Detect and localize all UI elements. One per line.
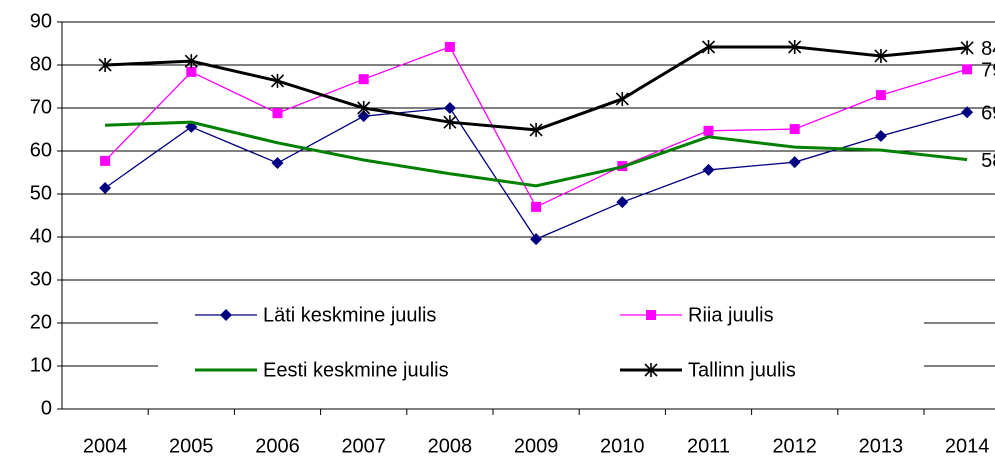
marker	[646, 310, 656, 320]
marker	[960, 40, 974, 55]
marker	[443, 102, 456, 114]
marker	[99, 181, 112, 194]
legend-label: Tallinn juulis	[688, 359, 796, 381]
x-tick-label: 2009	[514, 435, 559, 457]
legend-label: Läti keskmine juulis	[263, 304, 436, 326]
marker	[444, 41, 455, 52]
marker	[788, 39, 802, 54]
y-tick-label: 0	[41, 397, 52, 419]
marker	[529, 122, 543, 137]
x-tick-label: 2008	[428, 435, 473, 457]
y-tick-label: 10	[30, 354, 52, 376]
x-tick-label: 2014	[945, 435, 990, 457]
marker	[98, 58, 112, 72]
marker	[270, 73, 285, 88]
marker	[530, 233, 543, 246]
marker	[358, 74, 369, 85]
y-tick-label: 30	[30, 268, 52, 290]
x-tick-label: 2011	[687, 435, 730, 457]
marker	[702, 163, 715, 176]
data-label: 84	[981, 38, 995, 60]
x-tick-label: 2007	[341, 435, 386, 457]
y-tick-label: 40	[30, 225, 52, 247]
x-tick-label: 2013	[859, 435, 904, 457]
marker	[961, 106, 974, 119]
marker	[962, 64, 973, 75]
data-label: 69	[981, 103, 995, 125]
marker	[644, 363, 658, 377]
marker	[874, 48, 888, 63]
series-line	[105, 120, 968, 188]
x-tick-label: 2005	[169, 435, 214, 457]
legend-label: Riia juulis	[688, 304, 774, 326]
marker	[357, 110, 370, 123]
y-tick-label: 50	[30, 182, 52, 204]
y-tick-label: 20	[30, 311, 52, 333]
marker	[443, 115, 457, 130]
marker	[186, 66, 197, 77]
series-line	[105, 45, 968, 132]
marker	[789, 124, 800, 135]
marker	[616, 196, 629, 209]
y-tick-label: 80	[30, 53, 52, 75]
data-label: 58	[981, 150, 995, 172]
marker	[271, 157, 284, 170]
marker	[874, 129, 887, 142]
marker	[272, 108, 283, 119]
marker	[701, 39, 716, 54]
x-tick-label: 2004	[83, 435, 128, 457]
marker	[615, 91, 629, 106]
y-tick-label: 60	[30, 139, 52, 161]
marker	[531, 201, 542, 212]
x-tick-label: 2006	[255, 435, 300, 457]
marker	[357, 101, 371, 115]
marker	[100, 155, 111, 166]
y-tick-label: 70	[30, 96, 52, 118]
marker	[875, 90, 886, 101]
marker	[788, 156, 801, 169]
x-tick-label: 2012	[772, 435, 817, 457]
marker	[220, 309, 232, 321]
data-label: 79	[981, 60, 995, 82]
legend-box	[158, 290, 924, 394]
y-tick-label: 90	[30, 10, 52, 32]
legend-label: Eesti keskmine juulis	[263, 359, 449, 381]
marker	[703, 125, 714, 136]
x-tick-label: 2010	[600, 435, 645, 457]
marker	[184, 54, 198, 69]
